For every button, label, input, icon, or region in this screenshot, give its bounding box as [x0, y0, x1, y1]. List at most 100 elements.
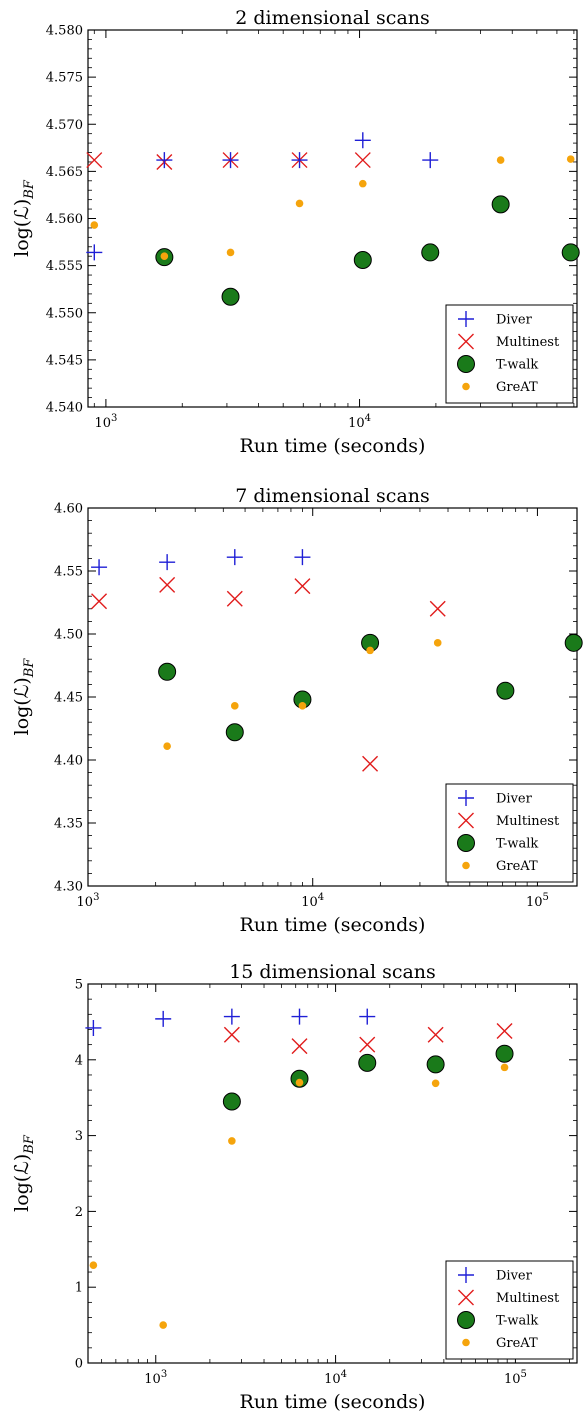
x-tick-label: 103 — [94, 413, 117, 431]
y-tick-label: 4.540 — [46, 401, 83, 416]
series-multinest — [86, 152, 371, 170]
series-great — [89, 1063, 509, 1329]
x-axis-label: Run time (seconds) — [240, 914, 426, 936]
data-point-multinest — [294, 578, 311, 595]
data-point-t-walk — [158, 662, 177, 681]
legend-label: T-walk — [496, 358, 538, 373]
data-point-t-walk — [222, 1092, 241, 1111]
y-tick-label: 4.550 — [46, 306, 83, 321]
data-point-diver — [222, 152, 239, 169]
data-point-t-walk — [225, 723, 244, 742]
y-tick-label: 4.545 — [46, 353, 83, 368]
y-tick-label: 4.35 — [54, 817, 83, 832]
data-point-diver — [291, 1008, 308, 1025]
legend-marker-diver — [458, 1267, 474, 1283]
legend-label: Diver — [496, 313, 533, 328]
data-point-multinest — [496, 1023, 513, 1039]
series-t-walk — [222, 1044, 514, 1111]
data-point-great — [566, 155, 575, 163]
x-tick-label: 105 — [526, 892, 549, 910]
series-multinest — [223, 1023, 513, 1055]
data-point-great — [295, 1078, 304, 1087]
data-point-great — [298, 702, 307, 710]
legend-marker-t-walk — [457, 355, 475, 373]
y-tick-label: 4.40 — [54, 754, 83, 769]
data-point-multinest — [223, 1026, 240, 1043]
y-tick-label: 5 — [75, 978, 83, 993]
legend: Diver Multinest T-walk GreAT — [445, 304, 574, 404]
data-point-t-walk — [561, 243, 580, 262]
series-great — [163, 639, 442, 750]
chart-panel-2: 7 dimensional scans Run time (seconds) log… — [11, 485, 583, 936]
legend-marker-great — [462, 861, 470, 870]
x-axis-label: Run time (seconds) — [240, 1391, 426, 1413]
y-tick-label: 4.50 — [54, 628, 83, 643]
series-multinest — [91, 576, 446, 772]
series-diver — [91, 549, 311, 576]
data-point-great — [359, 179, 367, 188]
data-point-multinest — [86, 152, 103, 169]
data-point-great — [89, 1261, 98, 1270]
data-point-multinest — [226, 590, 243, 607]
data-point-diver — [159, 554, 176, 571]
x-tick-label: 105 — [504, 1369, 527, 1387]
x-tick-label: 104 — [348, 413, 371, 431]
data-point-diver — [359, 1008, 376, 1025]
data-point-t-walk — [358, 1053, 377, 1072]
legend-label: Multinest — [496, 814, 560, 829]
data-point-multinest — [359, 1036, 376, 1053]
data-point-diver — [85, 1019, 102, 1036]
legend-marker-multinest — [458, 812, 474, 829]
y-axis-label: log(ℒ)BF — [11, 1134, 37, 1212]
data-point-diver — [156, 152, 173, 169]
data-point-great — [159, 1321, 167, 1329]
y-tick-label: 4.580 — [46, 24, 83, 39]
data-point-diver — [226, 549, 243, 566]
data-point-t-walk — [495, 1044, 514, 1063]
data-point-multinest — [362, 755, 379, 772]
x-axis-label: Run time (seconds) — [240, 435, 426, 457]
data-point-t-walk — [353, 250, 372, 269]
data-point-diver — [223, 1008, 240, 1025]
data-point-great — [90, 221, 99, 229]
legend-marker-great — [462, 382, 470, 391]
legend-marker-multinest — [458, 1289, 474, 1306]
y-tick-label: 4.565 — [46, 165, 83, 180]
y-axis-label: log(ℒ)BF — [11, 179, 37, 257]
data-point-great — [295, 199, 304, 208]
y-tick-label: 4.55 — [54, 565, 83, 580]
data-point-great — [366, 646, 374, 655]
data-point-diver — [155, 1010, 172, 1027]
legend-marker-multinest — [458, 333, 474, 350]
series-diver — [85, 1008, 376, 1036]
legend-marker-diver — [458, 790, 474, 806]
legend-label: GreAT — [496, 380, 538, 395]
plot-frame — [87, 983, 578, 1364]
legend-label: GreAT — [496, 859, 538, 874]
legend-label: Diver — [496, 1269, 533, 1284]
data-point-great — [230, 702, 239, 710]
chart-panel-3: 15 dimensional scans Run time (seconds) lo… — [11, 961, 578, 1413]
series-diver — [86, 132, 439, 261]
x-tick-label: 103 — [77, 892, 100, 910]
chart-title: 15 dimensional scans — [229, 961, 436, 983]
data-point-great — [160, 252, 169, 260]
data-point-multinest — [429, 600, 446, 617]
legend-label: T-walk — [496, 1314, 538, 1329]
data-point-great — [500, 1063, 509, 1072]
data-point-diver — [291, 152, 308, 169]
series-t-walk — [158, 633, 583, 742]
legend-label: Multinest — [496, 335, 560, 350]
data-point-t-walk — [491, 195, 510, 214]
series-t-walk — [155, 195, 580, 306]
chart-panel-1: 2 dimensional scans Run time (seconds) log… — [11, 7, 580, 457]
y-tick-label: 0 — [75, 1357, 83, 1372]
data-point-multinest — [159, 576, 176, 593]
data-point-t-walk — [221, 287, 240, 306]
y-tick-label: 4.575 — [46, 71, 83, 86]
legend-marker-great — [462, 1338, 470, 1347]
legend-marker-t-walk — [457, 834, 475, 852]
data-point-multinest — [354, 152, 371, 169]
y-tick-label: 4.560 — [46, 212, 83, 227]
